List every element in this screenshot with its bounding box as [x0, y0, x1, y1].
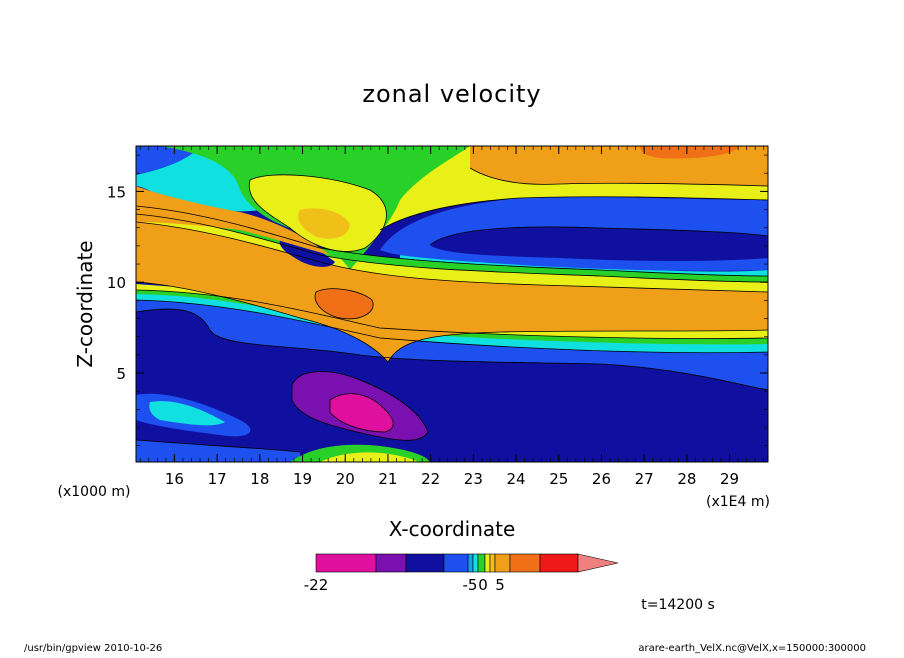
contour-region [279, 239, 335, 267]
colorbar: -22 -5 0 5 [304, 553, 619, 594]
colorbar-segment [405, 553, 445, 573]
colorbar-segment [467, 553, 474, 573]
chart-title: zonal velocity [362, 80, 541, 108]
contour-region [315, 288, 374, 319]
x-tick-label: 27 [635, 470, 654, 488]
x-tick-label: 16 [165, 470, 184, 488]
colorbar-segment [494, 553, 511, 573]
x-tick-label: 22 [421, 470, 440, 488]
footer-left: /usr/bin/gpview 2010-10-26 [24, 643, 162, 654]
contour-region [136, 206, 768, 282]
y-unit-label: (x1000 m) [58, 484, 131, 500]
x-tick-label: 17 [208, 470, 227, 488]
x-tick-label: 29 [720, 470, 739, 488]
colorbar-segment [484, 553, 491, 573]
x-tick-label: 25 [549, 470, 568, 488]
contour-region [298, 208, 350, 239]
contour-region [136, 214, 768, 292]
colorbar-tick-label: -22 [304, 576, 329, 594]
x-tick-label: 23 [464, 470, 483, 488]
contour-region [320, 452, 418, 462]
plot-frame [135, 145, 769, 463]
contour-region [430, 226, 768, 261]
x-tick-label: 18 [250, 470, 269, 488]
colorbar-segment [539, 553, 579, 573]
x-tick-label: 21 [378, 470, 397, 488]
x-tick-label: 20 [336, 470, 355, 488]
plot-area [135, 145, 769, 463]
x-axis-label: X-coordinate [389, 517, 516, 541]
colorbar-segment [477, 553, 486, 573]
contour-region [136, 440, 300, 462]
x-tick-label: 26 [592, 470, 611, 488]
contour-lines [136, 167, 768, 453]
contour-region [136, 146, 200, 175]
x-tick-label: 19 [293, 470, 312, 488]
y-axis: 5 10 15 [107, 154, 768, 447]
x-tick-label: 28 [677, 470, 696, 488]
colorbar-segment [315, 553, 377, 573]
colorbar-segment [472, 553, 479, 573]
x-tick-label: 24 [507, 470, 526, 488]
colorbar-tick-label: 5 [495, 576, 505, 594]
colorbar-segment [509, 553, 541, 573]
colorbar-tick-label: 0 [478, 576, 488, 594]
contour-region [640, 146, 740, 159]
contour-region [400, 255, 768, 276]
y-tick-label: 5 [116, 365, 126, 383]
footer-right: arare-earth_VelX.nc@VelX,x=150000:300000 [638, 643, 866, 654]
x-axis: 16 17 18 19 20 21 22 23 24 25 26 27 28 29 [139, 146, 765, 488]
colorbar-segment [489, 553, 496, 573]
colorbar-tick-label: -5 [463, 576, 478, 594]
y-axis-label: Z-coordinate [73, 240, 97, 367]
colorbar-segment [375, 553, 407, 573]
contour-region [149, 401, 225, 426]
colorbar-extend-arrow [577, 553, 619, 573]
y-tick-label: 15 [107, 183, 126, 201]
colorbar-segment [443, 553, 469, 573]
contour-region [136, 186, 330, 255]
y-tick-label: 10 [107, 274, 126, 292]
time-label: t=14200 s [641, 597, 715, 613]
x-unit-label: (x1E4 m) [706, 494, 770, 510]
